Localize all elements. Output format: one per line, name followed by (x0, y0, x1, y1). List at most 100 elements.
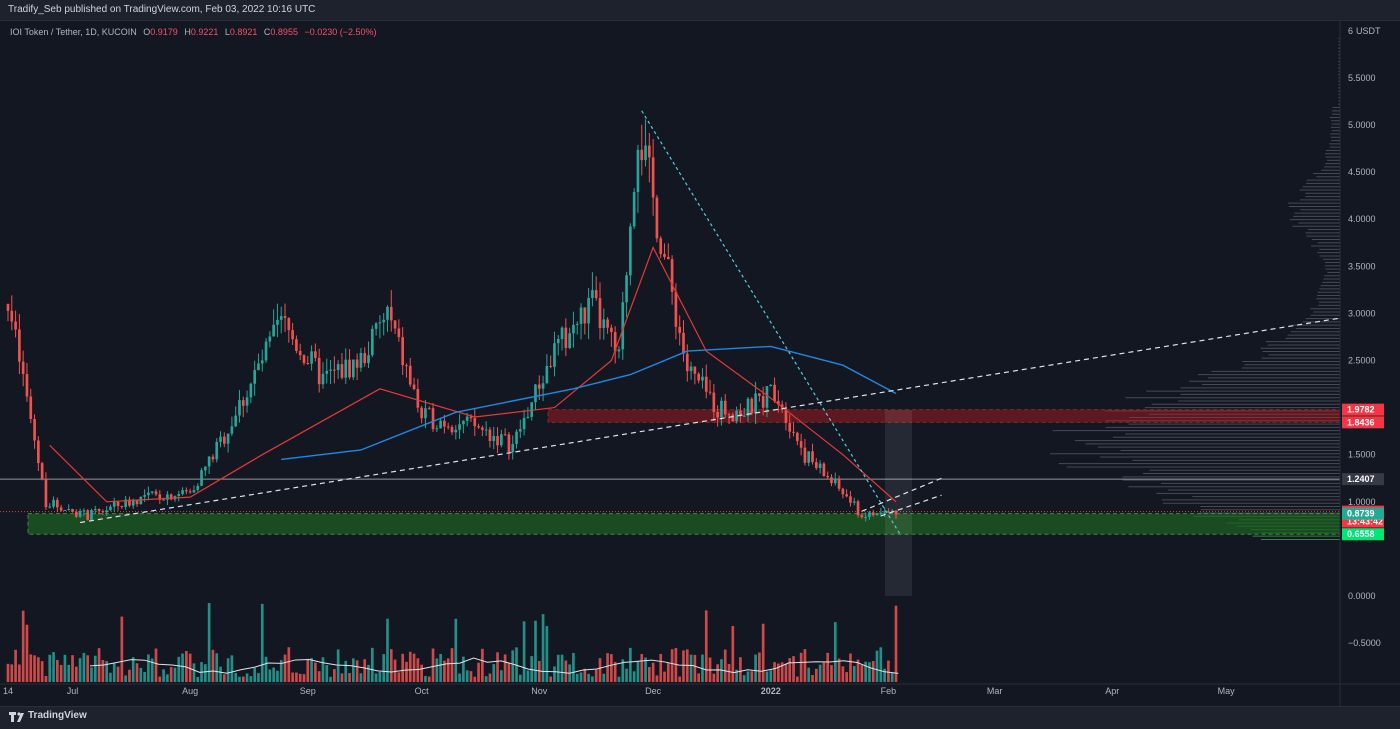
volume-bar (344, 660, 348, 682)
candle-body (860, 515, 864, 518)
candle-body (465, 416, 469, 421)
time-axis-tick: Sep (300, 686, 316, 696)
candle-body (74, 511, 78, 517)
candle-body (44, 478, 48, 508)
volume-bar (222, 674, 226, 682)
candle-body (226, 433, 230, 444)
candles (6, 119, 898, 522)
time-axis[interactable]: 14 Jul Aug Sep Oct Nov Dec 2022 Feb Mar Apr May (0, 683, 1400, 696)
volume-bar (526, 670, 530, 682)
volume-bar (465, 670, 469, 682)
candle-body (868, 512, 871, 518)
candle-body (697, 373, 700, 381)
volume-bar (666, 662, 670, 682)
candle-body (340, 364, 344, 378)
volume-bar (105, 661, 108, 682)
volume-bar (803, 649, 807, 682)
candle-body (52, 499, 55, 507)
volume-bar (632, 671, 636, 682)
candle-body (674, 291, 678, 327)
candle-body (716, 411, 719, 418)
volume-bar (758, 652, 761, 682)
candle-body (105, 510, 108, 513)
candle-body (606, 319, 609, 328)
candle-body (754, 393, 757, 414)
candle-body (617, 349, 621, 352)
volume-bar (511, 650, 515, 682)
candle-body (93, 509, 97, 511)
volume-bar (260, 603, 264, 682)
symbol-legend[interactable]: IOI Token / Tether, 1D, KUCOIN O0.9179 H… (10, 27, 377, 37)
time-axis-tick: Dec (645, 686, 662, 696)
volume-bar (340, 673, 344, 682)
candle-body (207, 456, 211, 467)
volume-bar (534, 620, 537, 682)
candle-body (856, 501, 860, 516)
candle-body (651, 157, 655, 198)
volume-bar (287, 647, 291, 682)
volume-bar (6, 663, 10, 682)
volume-bar (716, 664, 719, 682)
time-axis-tick: Aug (182, 686, 198, 696)
tradingview-logo-icon[interactable] (8, 710, 26, 724)
candle-body (758, 393, 761, 396)
volume-bar (443, 660, 446, 682)
candle-body (234, 415, 238, 427)
candle-body (359, 353, 363, 368)
candle-body (310, 351, 313, 364)
price-axis[interactable]: 6 5.5000 5.0000 4.5000 4.0000 3.5000 3.0000 2.5… (1339, 20, 1381, 706)
candle-body (287, 317, 291, 331)
footer-brand[interactable]: TradingView (28, 710, 87, 721)
volume-bar (101, 659, 105, 682)
volume-bar (503, 654, 507, 682)
candle-body (154, 491, 158, 495)
candle-body (63, 510, 67, 512)
candle-body (473, 418, 477, 427)
volume-bar (773, 662, 776, 682)
symbol-name[interactable]: IOI Token / Tether, 1D, KUCOIN (10, 27, 137, 37)
volume-bar (245, 673, 249, 682)
volume-bar (530, 656, 534, 682)
candle-body (708, 391, 712, 393)
candle-body (636, 149, 640, 193)
candle-body (48, 506, 52, 508)
price-axis-tick: 3.0000 (1348, 308, 1376, 318)
volume-bar (56, 659, 59, 682)
candle-body (420, 407, 423, 419)
volume-bar (386, 618, 389, 682)
volume-bar (188, 653, 192, 682)
volume-bar (416, 658, 420, 682)
volume-bar (822, 662, 826, 682)
moving-average-short (49, 246, 897, 503)
volume-bar (837, 658, 841, 682)
candle-body (792, 431, 795, 433)
volume-bar (264, 656, 268, 682)
candle-body (386, 306, 389, 320)
candle-body (727, 414, 731, 416)
candle-body (336, 364, 340, 371)
candle-body (378, 322, 382, 324)
candle-body (230, 426, 234, 434)
candle-body (295, 339, 298, 351)
time-axis-tick: Oct (415, 686, 430, 696)
volume-bar (484, 676, 488, 682)
candle-body (659, 238, 663, 254)
volume-bar (450, 648, 454, 682)
candle-body (370, 328, 374, 356)
volume-bar (37, 657, 40, 682)
volume-bar (727, 664, 731, 682)
volume-bar (230, 655, 234, 682)
candle-body (150, 491, 154, 493)
candle-body (788, 423, 792, 432)
candle-body (374, 323, 378, 329)
candle-body (704, 376, 708, 392)
volume-bar (792, 656, 795, 682)
volume-bar (553, 666, 556, 682)
candle-body (101, 511, 105, 513)
price-tag: 0.6558 (1347, 529, 1375, 539)
candle-body (317, 357, 321, 385)
candle-body (799, 441, 803, 448)
price-tag-bg (1342, 507, 1384, 520)
price-axis-tick: 1.0000 (1348, 497, 1376, 507)
